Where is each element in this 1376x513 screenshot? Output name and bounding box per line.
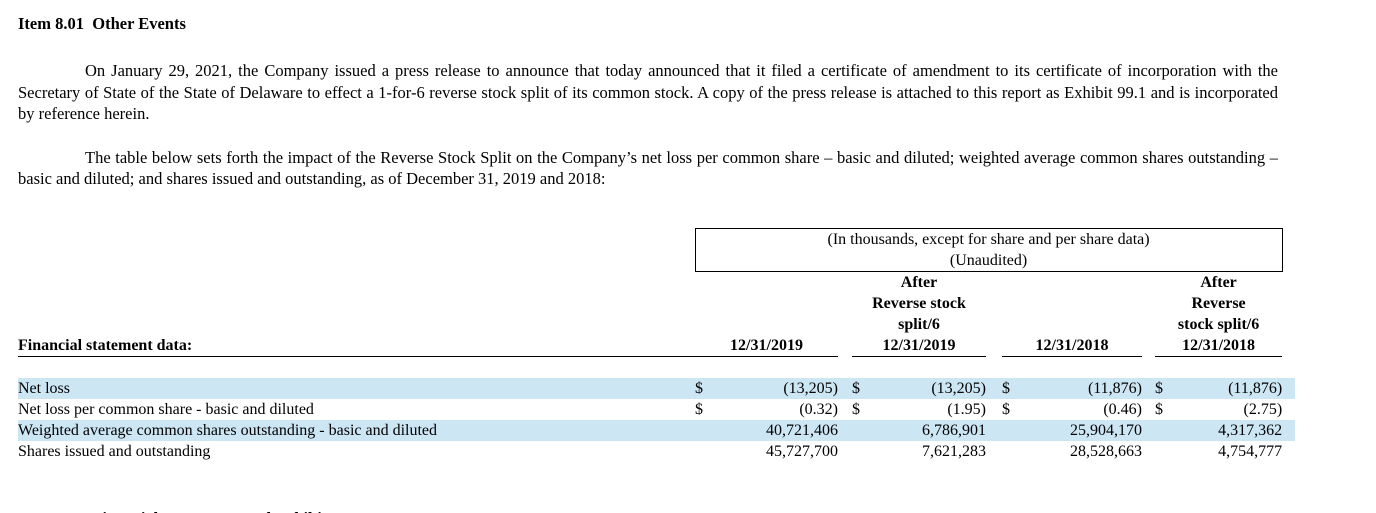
caption-left-gap bbox=[18, 228, 695, 271]
column-gap bbox=[838, 399, 852, 420]
currency-symbol: $ bbox=[852, 378, 882, 399]
spacer-row bbox=[18, 356, 1295, 378]
financial-table: (In thousands, except for share and per … bbox=[18, 227, 1296, 463]
currency-symbol bbox=[1155, 420, 1185, 441]
currency-symbol: $ bbox=[1002, 378, 1032, 399]
column-gap bbox=[838, 420, 852, 441]
column-header-after-split-2019: After Reverse stock split/6 12/31/2019 bbox=[852, 271, 986, 357]
caption-right-gap bbox=[1282, 228, 1295, 271]
column-header-12-31-2019: 12/31/2019 bbox=[695, 271, 838, 357]
column-gap bbox=[986, 271, 1002, 356]
table-row-shares-issued-outstanding: Shares issued and outstanding 45,727,700… bbox=[18, 441, 1295, 462]
cell-value: 25,904,170 bbox=[1032, 420, 1142, 441]
cell-value: 6,786,901 bbox=[882, 420, 986, 441]
currency-symbol: $ bbox=[1002, 401, 1010, 418]
currency-symbol: $ bbox=[695, 401, 703, 418]
cell-value: (11,876) bbox=[1032, 378, 1142, 399]
cell-value: (2.75) bbox=[1243, 401, 1283, 418]
paragraph-table-intro: The table below sets forth the impact of… bbox=[18, 147, 1278, 189]
row-label: Shares issued and outstanding bbox=[18, 443, 211, 460]
table-caption-row: (In thousands, except for share and per … bbox=[18, 227, 1295, 272]
cell-value: (0.32) bbox=[799, 401, 838, 418]
item-8-01-heading: Item 8.01 Other Events bbox=[18, 14, 186, 33]
column-gap bbox=[986, 378, 1002, 399]
column-pad bbox=[1282, 399, 1295, 420]
currency-symbol: $ bbox=[1155, 378, 1185, 399]
column-gap bbox=[986, 399, 1002, 420]
table-row-net-loss-per-share: Net loss per common share - basic and di… bbox=[18, 399, 1295, 420]
cell-value: 45,727,700 bbox=[766, 443, 838, 460]
row-header-label: Financial statement data: bbox=[18, 271, 695, 357]
currency-symbol bbox=[1002, 441, 1032, 462]
column-gap bbox=[838, 441, 852, 462]
cell-value: 40,721,406 bbox=[725, 420, 838, 441]
caption-line-1: (In thousands, except for share and per … bbox=[827, 230, 1150, 248]
column-gap bbox=[838, 378, 852, 399]
cell-value: (13,205) bbox=[882, 378, 986, 399]
item-9-01-heading: Item 9.01 Financial Statements and Exhib… bbox=[18, 508, 1278, 513]
column-gap bbox=[1142, 378, 1155, 399]
column-pad bbox=[1282, 378, 1296, 399]
paragraph-press-release: On January 29, 2021, the Company issued … bbox=[18, 61, 1278, 123]
column-header-after-split-2018: After Reverse stock split/6 12/31/2018 bbox=[1155, 271, 1283, 357]
spacer-cell bbox=[18, 356, 1295, 378]
cell-value: (1.95) bbox=[947, 401, 986, 418]
currency-symbol: $ bbox=[1155, 401, 1163, 418]
column-gap bbox=[986, 420, 1002, 441]
cell-value: 4,317,362 bbox=[1185, 420, 1283, 441]
currency-symbol bbox=[1002, 420, 1032, 441]
currency-symbol bbox=[852, 420, 882, 441]
column-pad bbox=[1282, 420, 1296, 441]
column-gap bbox=[838, 271, 852, 356]
cell-value: (11,876) bbox=[1185, 378, 1283, 399]
cell-value: (0.46) bbox=[1103, 401, 1142, 418]
column-gap bbox=[986, 441, 1002, 462]
cell-value: 4,754,777 bbox=[1218, 443, 1283, 460]
column-pad bbox=[1282, 271, 1295, 356]
currency-symbol bbox=[695, 420, 725, 441]
column-header-12-31-2018: 12/31/2018 bbox=[1002, 271, 1142, 357]
column-gap bbox=[1142, 420, 1155, 441]
cell-value: (13,205) bbox=[725, 378, 838, 399]
column-gap bbox=[1142, 441, 1155, 462]
cell-value: 28,528,663 bbox=[1070, 443, 1142, 460]
currency-symbol: $ bbox=[695, 378, 725, 399]
row-label: Weighted average common shares outstandi… bbox=[18, 420, 695, 441]
table-row-weighted-average-shares: Weighted average common shares outstandi… bbox=[18, 420, 1296, 441]
table-row-net-loss: Net loss $ (13,205) $ (13,205) $ (11,876… bbox=[18, 378, 1296, 399]
cell-value: 7,621,283 bbox=[922, 443, 986, 460]
row-label: Net loss bbox=[18, 378, 695, 399]
caption-line-2: (Unaudited) bbox=[949, 251, 1028, 269]
currency-symbol: $ bbox=[852, 401, 860, 418]
currency-symbol bbox=[1155, 441, 1185, 462]
column-pad bbox=[1282, 441, 1295, 462]
row-label: Net loss per common share - basic and di… bbox=[18, 401, 314, 418]
currency-symbol bbox=[695, 441, 725, 462]
table-caption-box: (In thousands, except for share and per … bbox=[694, 227, 1283, 272]
column-gap bbox=[1142, 271, 1155, 356]
table-header-row: Financial statement data: 12/31/2019 Aft… bbox=[18, 271, 1295, 357]
currency-symbol bbox=[852, 441, 882, 462]
column-gap bbox=[1142, 399, 1155, 420]
